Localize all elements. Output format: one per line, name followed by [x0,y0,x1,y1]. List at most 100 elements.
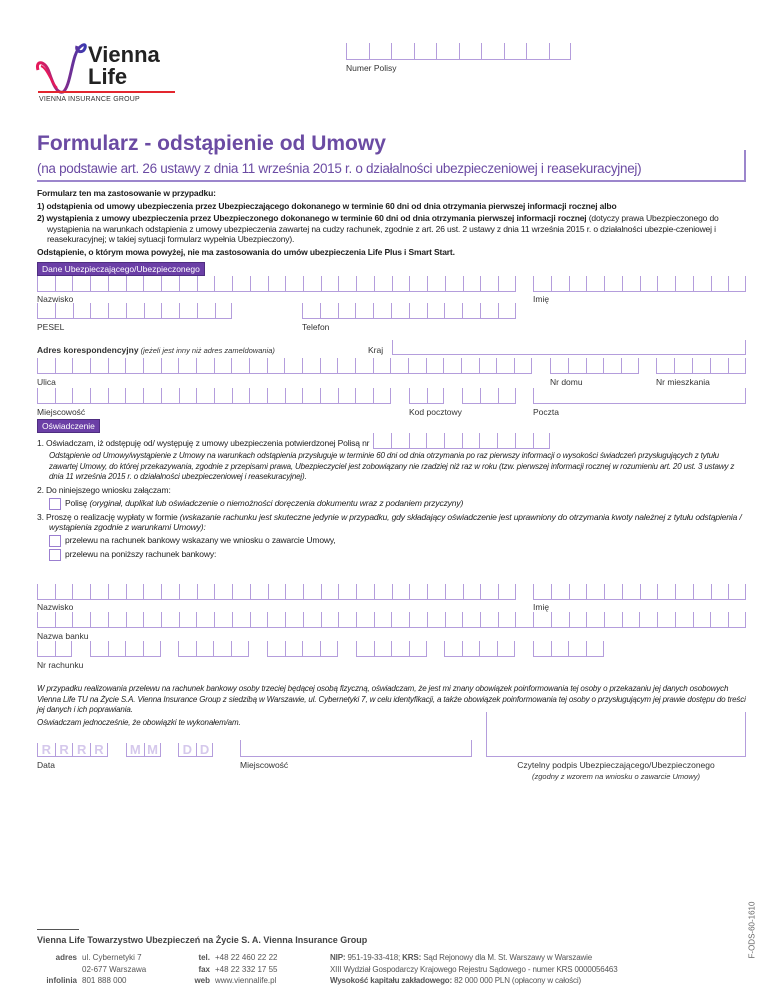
char-cell[interactable] [160,388,179,404]
char-cell[interactable] [178,641,196,657]
account-field-group-5[interactable] [356,641,427,657]
char-cell[interactable] [319,358,338,374]
char-cell[interactable] [320,641,338,657]
char-cell[interactable] [462,612,480,628]
pesel-field[interactable] [37,303,233,319]
char-cell[interactable] [409,388,427,404]
char-cell[interactable] [266,358,285,374]
char-cell[interactable] [54,641,73,657]
char-cell[interactable] [125,303,144,319]
char-cell[interactable] [426,433,445,449]
char-cell[interactable] [284,641,303,657]
char-cell[interactable] [160,358,179,374]
char-cell[interactable] [710,358,728,374]
char-cell[interactable] [568,584,587,600]
char-cell[interactable] [37,388,55,404]
char-cell[interactable] [125,612,144,628]
char-cell[interactable] [267,584,286,600]
char-cell[interactable] [54,276,73,292]
option-registered-account-checkbox[interactable] [49,534,61,547]
char-cell[interactable] [710,612,729,628]
char-cell[interactable] [285,612,303,628]
policy-number-field[interactable] [346,43,571,60]
char-cell[interactable] [72,388,91,404]
bank-surname-field[interactable] [37,584,516,600]
post-office-field[interactable] [533,388,746,404]
char-cell[interactable] [479,641,498,657]
char-cell[interactable] [480,388,498,404]
char-cell[interactable] [214,303,233,319]
char-cell[interactable] [444,433,462,449]
phone-field[interactable] [302,303,516,319]
char-cell[interactable] [37,303,55,319]
char-cell[interactable] [356,584,374,600]
char-cell[interactable] [179,303,197,319]
char-cell[interactable] [373,433,392,449]
char-cell[interactable] [515,612,534,628]
char-cell[interactable] [161,303,179,319]
char-cell[interactable] [391,641,410,657]
char-cell[interactable] [346,43,369,60]
char-cell[interactable] [710,276,729,292]
bank-name-field-person[interactable] [533,584,746,600]
char-cell[interactable] [479,433,498,449]
char-cell[interactable] [568,612,587,628]
char-cell[interactable] [425,358,444,374]
char-cell[interactable] [497,641,515,657]
char-cell[interactable] [427,276,445,292]
char-cell[interactable] [285,276,304,292]
char-cell[interactable] [391,433,409,449]
char-cell[interactable] [568,641,587,657]
char-cell[interactable] [37,612,55,628]
char-cell[interactable] [196,303,215,319]
char-cell[interactable] [337,358,356,374]
char-cell[interactable] [728,358,746,374]
char-cell[interactable] [90,641,108,657]
house-number-field[interactable] [550,358,639,374]
char-cell[interactable] [37,358,55,374]
char-cell[interactable] [533,276,551,292]
char-cell[interactable] [72,303,91,319]
bank-name-field[interactable] [37,612,746,628]
char-cell[interactable] [444,303,463,319]
char-cell[interactable] [390,358,409,374]
account-field-group-4[interactable] [267,641,338,657]
char-cell[interactable] [355,303,374,319]
char-cell[interactable] [462,303,480,319]
attach-policy-checkbox[interactable] [49,497,61,510]
char-cell[interactable] [444,276,463,292]
country-field[interactable] [392,340,746,355]
char-cell[interactable] [37,584,55,600]
char-cell[interactable] [373,612,392,628]
char-cell[interactable] [444,584,463,600]
char-cell[interactable] [284,358,303,374]
char-cell[interactable] [586,584,604,600]
char-cell[interactable]: D [178,743,196,757]
account-field-group-3[interactable] [178,641,249,657]
char-cell[interactable] [373,641,392,657]
char-cell[interactable] [267,276,286,292]
char-cell[interactable] [232,276,250,292]
char-cell[interactable] [692,358,710,374]
char-cell[interactable] [303,584,321,600]
char-cell[interactable] [692,276,711,292]
char-cell[interactable] [409,641,427,657]
char-cell[interactable] [231,358,250,374]
char-cell[interactable] [368,43,391,60]
city-field[interactable] [37,388,391,404]
char-cell[interactable] [373,584,392,600]
char-cell[interactable] [478,358,497,374]
char-cell[interactable] [196,276,215,292]
char-cell[interactable] [319,303,338,319]
char-cell[interactable] [426,612,445,628]
char-cell[interactable] [355,358,373,374]
char-cell[interactable] [443,358,462,374]
char-cell[interactable] [461,433,480,449]
char-cell[interactable] [372,358,391,374]
char-cell[interactable] [161,584,179,600]
char-cell[interactable] [514,358,532,374]
char-cell[interactable] [710,584,729,600]
char-cell[interactable] [498,276,516,292]
char-cell[interactable] [196,612,215,628]
char-cell[interactable] [196,358,214,374]
